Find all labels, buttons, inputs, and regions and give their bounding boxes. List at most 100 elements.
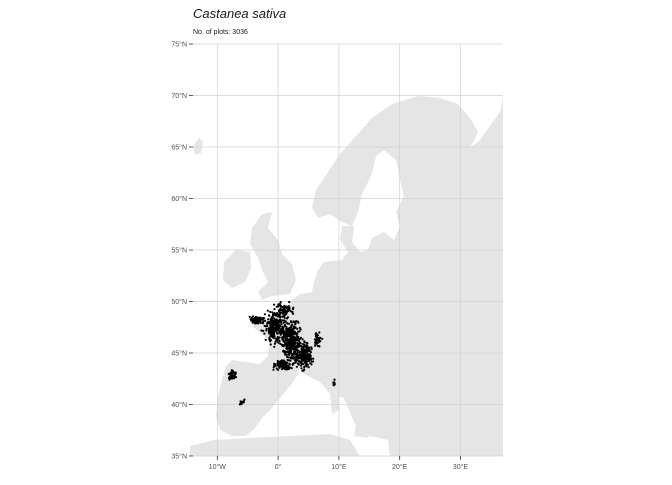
occurrence-point <box>287 338 290 341</box>
occurrence-point <box>280 309 284 312</box>
occurrence-point <box>274 363 277 366</box>
occurrence-point <box>229 373 232 376</box>
occurrence-point <box>252 318 255 321</box>
lat-tick-label: 50°N <box>171 298 187 306</box>
occurrence-point <box>288 322 291 325</box>
occurrence-point <box>302 358 305 361</box>
occurrence-point <box>282 330 285 333</box>
land-iceland <box>193 138 203 155</box>
occurrence-point <box>254 320 257 323</box>
occurrence-point <box>286 328 289 332</box>
occurrence-point <box>290 337 294 341</box>
occurrence-point <box>296 344 299 347</box>
occurrence-point <box>283 332 286 335</box>
land-great-britain <box>250 212 296 300</box>
occurrence-point <box>285 330 288 333</box>
occurrence-point <box>290 321 293 324</box>
occurrence-point <box>295 347 298 350</box>
occurrence-point <box>277 323 280 326</box>
occurrence-point <box>266 309 269 312</box>
occurrence-point <box>276 359 279 363</box>
occurrence-point <box>295 365 298 368</box>
occurrence-point <box>279 329 282 332</box>
occurrence-point <box>273 303 276 306</box>
occurrence-point <box>308 360 311 363</box>
occurrence-point <box>307 348 311 351</box>
occurrence-point <box>291 323 294 326</box>
occurrence-point <box>272 334 275 337</box>
occurrence-point <box>316 341 319 345</box>
occurrence-point <box>292 327 295 330</box>
occurrence-point <box>270 328 274 331</box>
occurrence-point <box>285 353 288 356</box>
occurrence-point <box>306 363 309 366</box>
map-title: Castanea sativa <box>193 6 287 21</box>
occurrence-point <box>233 371 236 374</box>
occurrence-point <box>300 347 303 350</box>
occurrence-point <box>267 318 270 321</box>
occurrence-point <box>270 318 273 321</box>
occurrence-point <box>286 351 289 354</box>
occurrence-point <box>332 384 335 387</box>
occurrence-point <box>314 344 317 347</box>
occurrence-point <box>299 356 302 360</box>
occurrence-point <box>286 322 289 325</box>
occurrence-point <box>282 338 285 341</box>
occurrence-point <box>285 347 288 350</box>
occurrence-point <box>299 342 302 345</box>
occurrence-point <box>240 402 243 405</box>
occurrence-point <box>286 358 289 361</box>
occurrence-point <box>281 344 284 347</box>
lat-tick-label: 40°N <box>171 401 187 409</box>
occurrence-point <box>268 337 271 340</box>
occurrence-point <box>269 310 272 313</box>
occurrence-point <box>302 350 305 354</box>
occurrence-point <box>268 321 271 324</box>
occurrence-point <box>272 327 275 330</box>
lat-tick-label: 55°N <box>171 247 187 255</box>
occurrence-point <box>239 400 242 403</box>
occurrence-point <box>302 345 305 348</box>
occurrence-point <box>248 315 251 318</box>
occurrence-point <box>305 341 308 345</box>
occurrence-point <box>281 336 284 339</box>
lat-tick-label: 60°N <box>171 195 187 203</box>
occurrence-point <box>292 341 295 345</box>
occurrence-points <box>227 300 336 406</box>
occurrence-point <box>303 366 306 369</box>
occurrence-point <box>228 377 231 380</box>
occurrence-point <box>305 357 308 360</box>
lon-tick-label: 0° <box>275 463 282 471</box>
occurrence-point <box>282 326 285 329</box>
occurrence-point <box>286 309 289 312</box>
occurrence-point <box>238 403 241 406</box>
occurrence-point <box>263 332 266 335</box>
occurrence-point <box>296 352 299 355</box>
occurrence-point <box>298 353 302 356</box>
occurrence-point <box>308 346 311 349</box>
occurrence-point <box>282 328 285 331</box>
occurrence-point <box>257 317 260 320</box>
occurrence-point <box>287 343 291 346</box>
occurrence-point <box>281 315 284 318</box>
occurrence-point <box>278 313 282 316</box>
occurrence-point <box>262 329 265 332</box>
occurrence-point <box>289 349 292 353</box>
occurrence-point <box>295 360 298 363</box>
occurrence-point <box>304 355 307 358</box>
occurrence-point <box>283 336 286 339</box>
occurrence-point <box>258 316 262 319</box>
occurrence-point <box>280 362 283 365</box>
land-mainland <box>216 96 503 456</box>
occurrence-point <box>296 342 299 345</box>
occurrence-point <box>283 340 286 344</box>
occurrence-point <box>284 313 287 316</box>
occurrence-point <box>283 315 286 318</box>
occurrence-point <box>289 356 292 359</box>
occurrence-point <box>333 378 336 381</box>
occurrence-point <box>260 329 263 332</box>
occurrence-point <box>270 332 274 335</box>
occurrence-point <box>292 320 295 323</box>
map-subtitle: No. of plots: 3036 <box>193 29 248 36</box>
